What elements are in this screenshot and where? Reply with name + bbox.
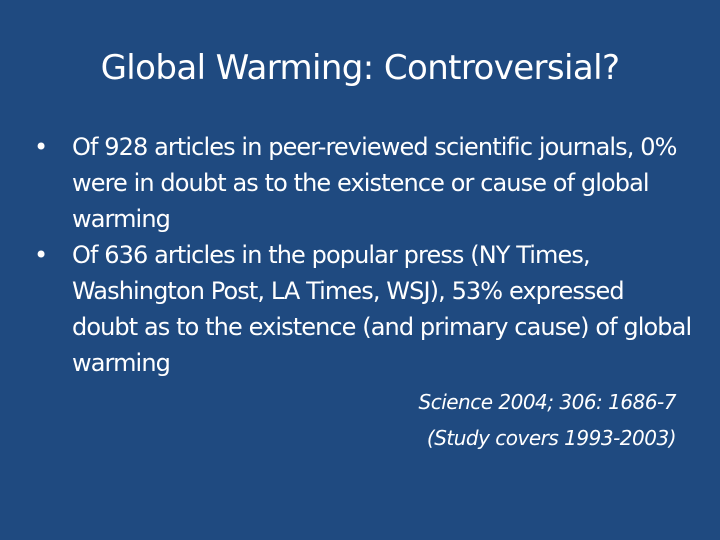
- bullet-text: Of 636 articles in the popular press (NY…: [72, 241, 692, 377]
- bullet-text: Of 928 articles in peer-reviewed scienti…: [72, 133, 677, 233]
- citation-note: (Study covers 1993-2003): [426, 426, 677, 450]
- bullet-icon: •: [34, 133, 48, 161]
- citation-source: Science 2004; 306: 1686-7: [418, 390, 677, 414]
- bullet-icon: •: [34, 241, 48, 269]
- slide-title: Global Warming: Controversial?: [100, 48, 620, 88]
- citation: Science 2004; 306: 1686-7 (Study covers …: [419, 384, 677, 456]
- bullet-item-peer-reviewed: • Of 928 articles in peer-reviewed scien…: [34, 129, 694, 237]
- bullet-list: • Of 928 articles in peer-reviewed scien…: [34, 129, 694, 381]
- bullet-item-popular-press: • Of 636 articles in the popular press (…: [34, 237, 694, 381]
